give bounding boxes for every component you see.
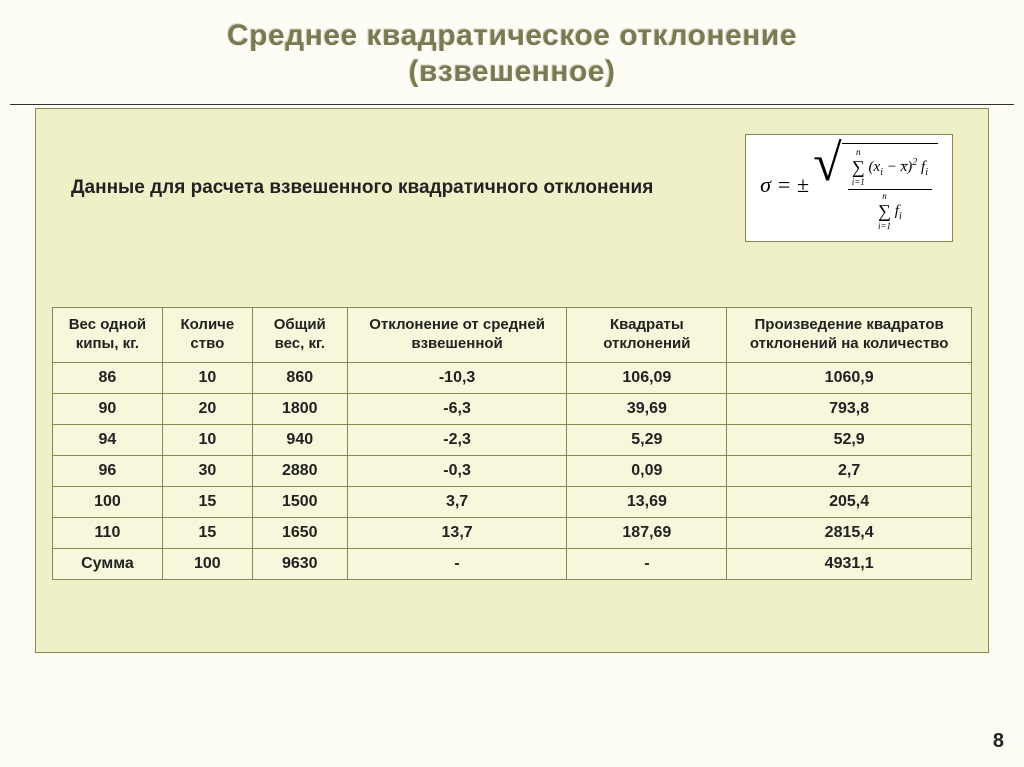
formula-fraction: n ∑ i=1 (xi − x)2 fi n ∑ i=1 [848, 148, 932, 231]
cell: 2,7 [727, 455, 972, 486]
subtitle-text: Данные для расчета взвешенного квадратич… [71, 177, 653, 199]
sum-symbol: ∑ [852, 157, 865, 177]
formula-box: σ = ± √ n ∑ i=1 (xi − x)2 fi [745, 134, 953, 242]
cell: 940 [252, 424, 347, 455]
cell: 10 [162, 362, 252, 393]
content-panel: Данные для расчета взвешенного квадратич… [35, 108, 989, 653]
table-header-row: Вес одной кипы, кг. Количе ство Общий ве… [53, 308, 972, 363]
cell: 106,09 [567, 362, 727, 393]
title-box: Среднее квадратическое отклонение (взвеш… [0, 0, 1024, 100]
cell: 1500 [252, 486, 347, 517]
cell: 10 [162, 424, 252, 455]
sum-den-lower: i=1 [878, 222, 891, 231]
cell: 187,69 [567, 517, 727, 548]
radicand: n ∑ i=1 (xi − x)2 fi n ∑ i=1 [842, 143, 938, 233]
cell: Сумма [53, 548, 163, 579]
sum-numerator: n ∑ i=1 [852, 148, 865, 187]
table-row: 86 10 860 -10,3 106,09 1060,9 [53, 362, 972, 393]
cell: 52,9 [727, 424, 972, 455]
sum-den-upper: n [878, 192, 891, 201]
col-header-1: Количе ство [162, 308, 252, 363]
sum-denominator: n ∑ i=1 [878, 192, 891, 231]
cell: -0,3 [347, 455, 567, 486]
table-row: 90 20 1800 -6,3 39,69 793,8 [53, 393, 972, 424]
cell: -10,3 [347, 362, 567, 393]
col-header-5: Произведение квадратов отклонений на кол… [727, 308, 972, 363]
formula-lhs: σ = ± [760, 172, 809, 197]
slide-title: Среднее квадратическое отклонение (взвеш… [0, 18, 1024, 90]
title-divider [10, 104, 1014, 105]
cell: 20 [162, 393, 252, 424]
fraction-denominator: n ∑ i=1 fi [848, 190, 932, 231]
cell: 860 [252, 362, 347, 393]
table-row: 110 15 1650 13,7 187,69 2815,4 [53, 517, 972, 548]
cell: -2,3 [347, 424, 567, 455]
cell: 100 [162, 548, 252, 579]
table-row: 100 15 1500 3,7 13,69 205,4 [53, 486, 972, 517]
sub-i-2: i [925, 167, 928, 178]
fraction-numerator: n ∑ i=1 (xi − x)2 fi [848, 148, 932, 190]
cell: 0,09 [567, 455, 727, 486]
cell: 30 [162, 455, 252, 486]
var-xbar: x [901, 159, 908, 175]
cell: 110 [53, 517, 163, 548]
cell: 15 [162, 486, 252, 517]
sub-i-3: i [899, 211, 902, 222]
radical-symbol: √ [813, 143, 842, 233]
sum-num-lower: i=1 [852, 178, 865, 187]
table-body: 86 10 860 -10,3 106,09 1060,9 90 20 1800… [53, 362, 972, 579]
minus: − [883, 159, 901, 175]
cell: 1800 [252, 393, 347, 424]
cell: 9630 [252, 548, 347, 579]
title-line-2: (взвешенное) [408, 55, 615, 88]
title-line-1: Среднее квадратическое отклонение [227, 19, 797, 52]
sum-num-upper: n [852, 148, 865, 157]
cell: 86 [53, 362, 163, 393]
col-header-2: Общий вес, кг. [252, 308, 347, 363]
formula-sqrt: √ n ∑ i=1 (xi − x)2 fi [813, 143, 938, 233]
col-header-4: Квадраты отклонений [567, 308, 727, 363]
cell: 1060,9 [727, 362, 972, 393]
cell: 15 [162, 517, 252, 548]
cell: 5,29 [567, 424, 727, 455]
cell: - [347, 548, 567, 579]
page-number: 8 [993, 730, 1004, 753]
cell: -6,3 [347, 393, 567, 424]
table-row: 94 10 940 -2,3 5,29 52,9 [53, 424, 972, 455]
cell: 13,69 [567, 486, 727, 517]
cell: 2880 [252, 455, 347, 486]
cell: 205,4 [727, 486, 972, 517]
cell: 2815,4 [727, 517, 972, 548]
sum-symbol-2: ∑ [878, 201, 891, 221]
col-header-0: Вес одной кипы, кг. [53, 308, 163, 363]
data-table: Вес одной кипы, кг. Количе ство Общий ве… [52, 307, 972, 580]
table-row-sum: Сумма 100 9630 - - 4931,1 [53, 548, 972, 579]
col-header-3: Отклонение от средней взвешенной [347, 308, 567, 363]
cell: 96 [53, 455, 163, 486]
table-head: Вес одной кипы, кг. Количе ство Общий ве… [53, 308, 972, 363]
cell: 94 [53, 424, 163, 455]
cell: 90 [53, 393, 163, 424]
cell: 1650 [252, 517, 347, 548]
table-row: 96 30 2880 -0,3 0,09 2,7 [53, 455, 972, 486]
cell: 39,69 [567, 393, 727, 424]
cell: 100 [53, 486, 163, 517]
slide: Среднее квадратическое отклонение (взвеш… [0, 0, 1024, 767]
cell: 13,7 [347, 517, 567, 548]
cell: - [567, 548, 727, 579]
cell: 3,7 [347, 486, 567, 517]
cell: 793,8 [727, 393, 972, 424]
subtitle-row: Данные для расчета взвешенного квадратич… [36, 109, 988, 252]
cell: 4931,1 [727, 548, 972, 579]
